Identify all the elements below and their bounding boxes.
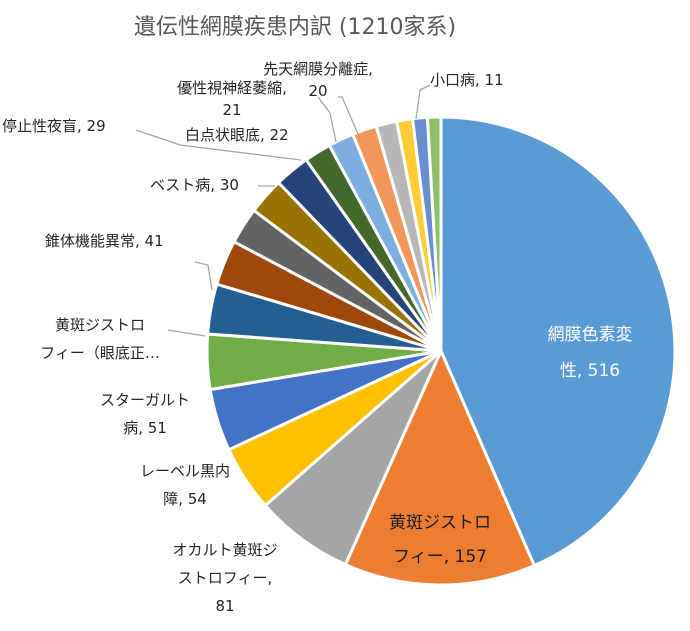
slice-label: スターガルト病, 51 [100,391,190,437]
slice-label-line: 性, 516 [560,361,620,381]
leader-line [194,261,213,291]
slice-label: 網膜色素変性, 516 [548,325,633,381]
slice-label-line: 優性視神経萎縮, [177,79,287,97]
slice-label-line: 81 [215,597,234,615]
leader-line [415,84,431,120]
slice-label: 錐体機能異常, 41 [45,232,164,250]
slice-label: 優性視神経萎縮, 21 [177,79,287,119]
slice-label-line: ストロフィー, [178,569,272,587]
slice-label: ベスト病, 30 [150,176,239,194]
pie-slices [205,115,677,587]
slice-label-line: 白点状眼底, 22 [185,126,289,144]
leader-line [135,129,302,161]
leader-lines [135,84,431,337]
slice-label-line: フィー, 157 [393,547,487,567]
slice-label: オカルト黄斑ジストロフィー, 81 [172,541,277,615]
slice-label: 白点状眼底, 22 [185,126,289,144]
slice-label-line: 病, 51 [123,419,167,437]
slice-label-line: フィー（眼底正… [40,344,160,362]
slice-label-line: 21 [222,101,241,119]
slice-label-line: オカルト黄斑ジ [172,541,277,559]
slice-label-line: 網膜色素変 [548,325,633,345]
slice-label: レーベル黒内障, 54 [140,462,230,508]
slice-label-line: 錐体機能異常, 41 [45,232,164,250]
slice-label-line: レーベル黒内 [140,462,230,480]
slice-label-line: スターガルト [100,391,190,409]
slice-label-line: ベスト病, 30 [150,176,239,194]
pie-slice [425,115,443,352]
leader-line [317,96,337,143]
pie-slice [343,347,537,587]
slice-label-line: 小口病, 11 [430,71,504,89]
slice-label: 停止性夜盲, 29 [2,117,106,135]
slice-label: 黄斑ジストロフィー, 157 [389,513,491,567]
slice-label-line: 先天網膜分離症, [263,60,373,78]
chart-title: 遺伝性網膜疾患内訳 (1210家系) [134,15,456,40]
slice-label-line: 障, 54 [163,490,207,508]
slice-label: 小口病, 11 [430,71,504,89]
slice-label-line: 停止性夜盲, 29 [2,117,106,135]
slice-label-line: 20 [308,82,327,100]
leader-line [338,96,359,135]
slice-label: 黄斑ジストロフィー（眼底正… [40,316,160,362]
pie-slice [439,115,677,568]
leader-line [167,329,206,337]
slice-label: 先天網膜分離症, 20 [263,60,373,100]
slice-label-line: 黄斑ジストロ [389,513,491,533]
slice-label-line: 黄斑ジストロ [55,316,145,334]
